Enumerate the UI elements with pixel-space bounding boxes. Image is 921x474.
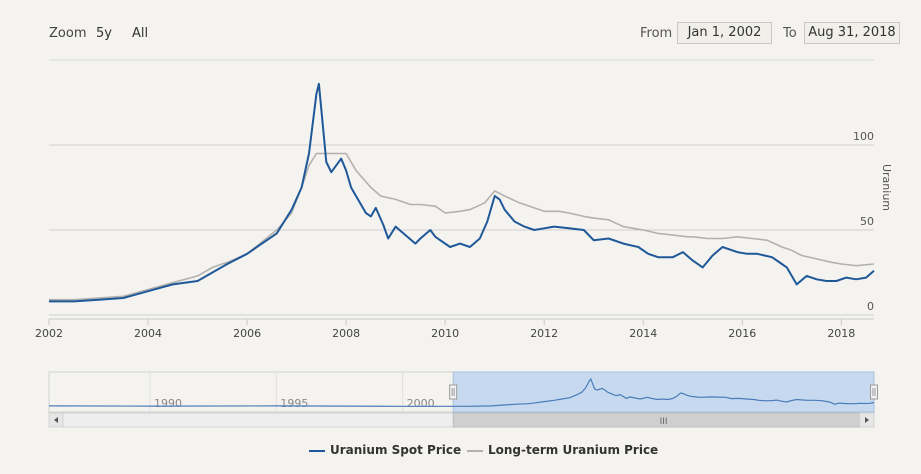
chevron-left-icon — [54, 417, 58, 423]
y-tick-label: 0 — [867, 300, 874, 313]
zoom-label: Zoom — [49, 26, 87, 41]
x-tick-label: 2014 — [629, 327, 657, 340]
navigator-tick-label: 1995 — [280, 397, 308, 410]
navigator-tick-label: 1990 — [154, 397, 182, 410]
y-axis-title: Uranium — [880, 164, 893, 211]
navigator-series-line — [48, 377, 875, 407]
navigator-right-handle[interactable] — [870, 384, 878, 400]
x-tick-label: 2004 — [134, 327, 162, 340]
navigator-left-handle[interactable] — [449, 384, 458, 400]
to-label: To — [783, 26, 797, 41]
x-tick-label: 2012 — [530, 327, 558, 340]
series-line-spot — [49, 82, 875, 303]
navigator-tick-label: 2000 — [407, 397, 435, 410]
zoom-5y-button[interactable]: 5y — [96, 26, 112, 41]
x-tick-label: 2016 — [728, 327, 756, 340]
y-tick-label: 50 — [860, 215, 874, 228]
legend-label-longterm: Long-term Uranium Price — [488, 443, 659, 457]
from-date-input[interactable]: Jan 1, 2002 — [677, 22, 772, 44]
legend-label-spot: Uranium Spot Price — [330, 443, 462, 457]
y-tick-label: 100 — [853, 130, 874, 143]
x-tick-label: 2008 — [332, 327, 360, 340]
to-date-input[interactable]: Aug 31, 2018 — [804, 22, 900, 44]
x-tick-label: 2006 — [233, 327, 261, 340]
zoom-all-button[interactable]: All — [132, 26, 149, 41]
legend-item-spot[interactable]: Uranium Spot Price — [309, 443, 461, 457]
navigator-selection — [452, 371, 875, 413]
legend-item-longterm[interactable]: Long-term Uranium Price — [467, 443, 658, 457]
legend-swatch-longterm — [467, 449, 483, 452]
chevron-right-icon — [865, 417, 869, 423]
series-line-longterm — [49, 152, 875, 301]
legend-swatch-spot — [309, 449, 325, 452]
x-tick-label: 2002 — [35, 327, 63, 340]
scrollbar-grip: III — [660, 417, 668, 427]
from-label: From — [640, 26, 673, 41]
x-tick-label: 2018 — [827, 327, 855, 340]
x-tick-label: 2010 — [431, 327, 459, 340]
